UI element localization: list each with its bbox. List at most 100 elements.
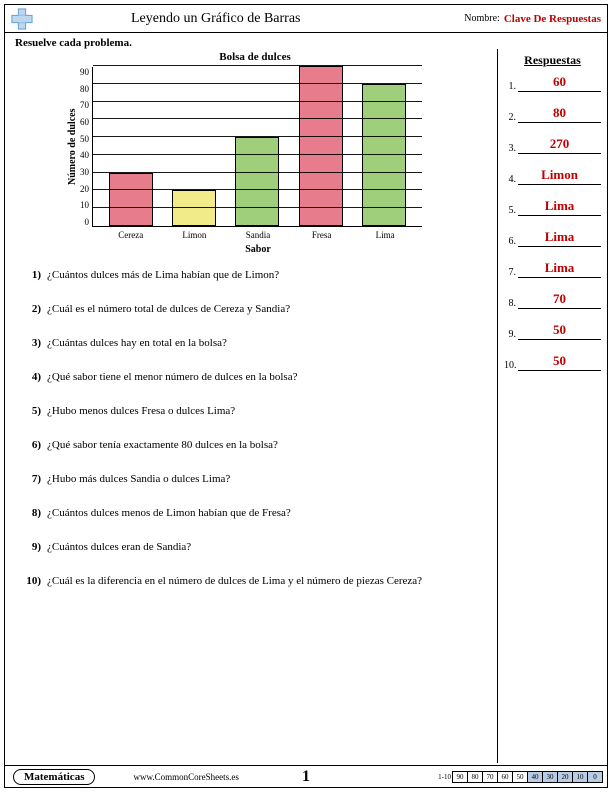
gridline — [93, 136, 422, 137]
score-cell: 70 — [482, 771, 498, 783]
answer-row: 8.70 — [504, 291, 601, 309]
ytick: 10 — [80, 200, 89, 210]
question-number: 7) — [21, 473, 47, 485]
ytick: 40 — [80, 150, 89, 160]
xlabel: Lima — [363, 230, 407, 240]
answer-row: 1.60 — [504, 74, 601, 92]
score-cell: 80 — [467, 771, 483, 783]
gridline — [93, 189, 422, 190]
question-number: 5) — [21, 405, 47, 417]
chart-xlabel: Sabor — [93, 244, 423, 255]
question-row: 6)¿Qué sabor tenía exactamente 80 dulces… — [21, 439, 489, 451]
score-strip: 1-10 9080706050403020100 — [436, 771, 603, 783]
score-cell: 0 — [587, 771, 603, 783]
ytick: 60 — [80, 117, 89, 127]
question-number: 1) — [21, 269, 47, 281]
answers-title: Respuestas — [504, 53, 601, 68]
question-row: 8)¿Cuántos dulces menos de Limon habían … — [21, 507, 489, 519]
answer-number: 5. — [504, 205, 518, 216]
question-row: 10)¿Cuál es la diferencia en el número d… — [21, 575, 489, 587]
chart-bars — [93, 67, 422, 226]
answer-value: Lima — [518, 198, 601, 216]
question-text: ¿Qué sabor tenía exactamente 80 dulces e… — [47, 439, 489, 451]
question-row: 4)¿Qué sabor tiene el menor número de du… — [21, 371, 489, 383]
questions-list: 1)¿Cuántos dulces más de Lima habían que… — [21, 269, 489, 587]
chart-xlabels: CerezaLimonSandiaFresaLima — [93, 227, 423, 240]
answer-number: 2. — [504, 112, 518, 123]
question-row: 5)¿Hubo menos dulces Fresa o dulces Lima… — [21, 405, 489, 417]
answer-number: 4. — [504, 174, 518, 185]
answer-number: 10. — [504, 360, 518, 371]
question-number: 8) — [21, 507, 47, 519]
answer-row: 3.270 — [504, 136, 601, 154]
answer-row: 7.Lima — [504, 260, 601, 278]
chart-yticks: 9080706050403020100 — [80, 67, 92, 227]
question-row: 1)¿Cuántos dulces más de Lima habían que… — [21, 269, 489, 281]
ytick: 20 — [80, 184, 89, 194]
gridline — [93, 101, 422, 102]
worksheet-title: Leyendo un Gráfico de Barras — [41, 11, 464, 27]
gridline — [93, 65, 422, 66]
footer: Matemáticas www.CommonCoreSheets.es 1 1-… — [5, 765, 607, 787]
answer-number: 8. — [504, 298, 518, 309]
xlabel: Limon — [172, 230, 216, 240]
score-cell: 20 — [557, 771, 573, 783]
gridline — [93, 154, 422, 155]
answer-number: 6. — [504, 236, 518, 247]
score-cell: 60 — [497, 771, 513, 783]
gridline — [93, 207, 422, 208]
question-number: 10) — [21, 575, 47, 587]
question-number: 9) — [21, 541, 47, 553]
question-text: ¿Cuántos dulces más de Lima habían que d… — [47, 269, 489, 281]
question-text: ¿Hubo menos dulces Fresa o dulces Lima? — [47, 405, 489, 417]
question-text: ¿Cuántos dulces eran de Sandia? — [47, 541, 489, 553]
answer-value: 60 — [518, 74, 601, 92]
answer-value: Lima — [518, 260, 601, 278]
answer-value: 70 — [518, 291, 601, 309]
answer-number: 7. — [504, 267, 518, 278]
score-cell: 90 — [452, 771, 468, 783]
ytick: 80 — [80, 84, 89, 94]
question-row: 3)¿Cuántas dulces hay en total en la bol… — [21, 337, 489, 349]
answer-value: 270 — [518, 136, 601, 154]
question-row: 7)¿Hubo más dulces Sandia o dulces Lima? — [21, 473, 489, 485]
gridline — [93, 83, 422, 84]
bar — [299, 66, 343, 226]
answer-row: 10.50 — [504, 353, 601, 371]
answer-row: 2.80 — [504, 105, 601, 123]
bar — [235, 137, 279, 226]
question-text: ¿Qué sabor tiene el menor número de dulc… — [47, 371, 489, 383]
ytick: 30 — [80, 167, 89, 177]
answer-row: 6.Lima — [504, 229, 601, 247]
page-number: 1 — [302, 768, 310, 786]
site-url: www.CommonCoreSheets.es — [133, 772, 238, 782]
bar — [362, 84, 406, 226]
xlabel: Cereza — [109, 230, 153, 240]
answers-list: 1.602.803.2704.Limon5.Lima6.Lima7.Lima8.… — [504, 74, 601, 371]
question-number: 3) — [21, 337, 47, 349]
gridline — [93, 172, 422, 173]
question-text: ¿Cuál es la diferencia en el número de d… — [47, 575, 489, 587]
answer-value: 50 — [518, 322, 601, 340]
header: Leyendo un Gráfico de Barras Nombre: Cla… — [5, 5, 607, 33]
ytick: 0 — [80, 217, 89, 227]
chart-plot — [92, 67, 422, 227]
question-number: 6) — [21, 439, 47, 451]
question-text: ¿Hubo más dulces Sandia o dulces Lima? — [47, 473, 489, 485]
bar — [109, 173, 153, 226]
subject-box: Matemáticas — [13, 769, 95, 785]
ytick: 90 — [80, 67, 89, 77]
question-text: ¿Cuántas dulces hay en total en la bolsa… — [47, 337, 489, 349]
answer-row: 4.Limon — [504, 167, 601, 185]
bar-chart: Bolsa de dulces Número de dulces 9080706… — [65, 51, 445, 255]
answer-number: 9. — [504, 329, 518, 340]
content: Resuelve cada problema. Bolsa de dulces … — [5, 33, 607, 765]
answer-row: 5.Lima — [504, 198, 601, 216]
instruction: Resuelve cada problema. — [5, 33, 607, 49]
xlabel: Sandia — [236, 230, 280, 240]
name-label: Nombre: — [464, 13, 500, 24]
worksheet-page: Leyendo un Gráfico de Barras Nombre: Cla… — [4, 4, 608, 788]
chart-title: Bolsa de dulces — [65, 51, 445, 63]
score-label: 1-10 — [436, 773, 453, 781]
question-number: 2) — [21, 303, 47, 315]
